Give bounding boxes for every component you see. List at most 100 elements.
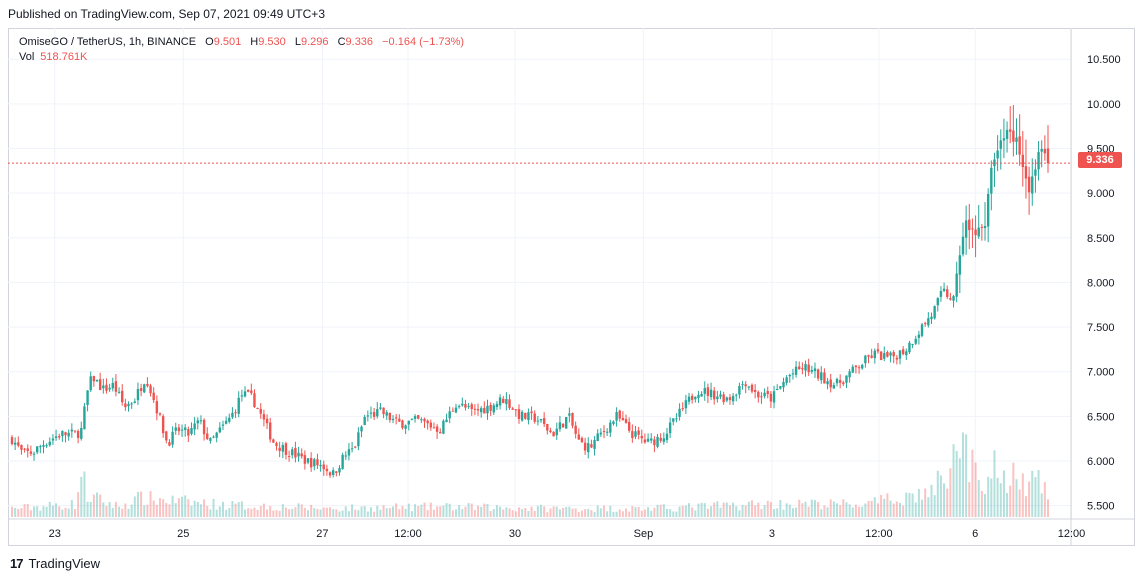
volume-bar: [710, 506, 713, 517]
time-axis[interactable]: 23 25 27 12:00 30 Sep 3 12:00 6 12:00: [49, 528, 1086, 540]
volume-bar: [517, 507, 520, 517]
volume-bar: [410, 511, 413, 517]
candle-body: [476, 409, 480, 411]
candle-body: [524, 412, 527, 419]
candle-body: [517, 409, 521, 419]
candle-body: [587, 443, 590, 453]
candle-body: [404, 425, 407, 429]
candle-body: [719, 394, 722, 397]
candle-body: [917, 334, 921, 338]
candle-body: [709, 389, 713, 398]
candle-body: [577, 434, 581, 440]
volume-bar: [275, 510, 278, 517]
volume-bar: [804, 501, 807, 517]
volume-bar: [590, 510, 593, 517]
volume-bar: [297, 503, 300, 517]
candle-body: [114, 381, 118, 392]
volume-bar: [659, 504, 662, 517]
volume-bar: [681, 505, 684, 517]
footer-brand[interactable]: 17 TradingView: [10, 556, 100, 571]
candle-body: [650, 438, 653, 441]
volume-bar: [839, 505, 842, 517]
volume-bar: [552, 506, 555, 517]
volume-bar: [700, 502, 703, 517]
volume-bar: [80, 476, 83, 517]
x-tick-label: 30: [509, 528, 521, 540]
volume-bar: [1043, 482, 1046, 517]
candle-body: [127, 403, 130, 407]
volume-bar: [89, 501, 92, 517]
candle-body: [508, 399, 511, 408]
candle-body: [168, 442, 171, 446]
volume-bar: [83, 471, 86, 517]
volume-bar: [961, 432, 964, 517]
candle-body: [193, 423, 196, 430]
candle-body: [467, 405, 470, 407]
candle-body: [580, 437, 584, 443]
candle-body: [278, 447, 281, 451]
volume-bar: [259, 506, 262, 517]
candle-body: [253, 393, 256, 407]
volume-bar: [905, 492, 908, 517]
volume-bar: [656, 504, 659, 517]
volume-bar: [735, 506, 738, 517]
candle-body: [435, 426, 439, 432]
candle-body: [788, 375, 791, 377]
candle-body: [612, 421, 615, 424]
volume-bar: [864, 503, 867, 517]
candle-body: [297, 452, 300, 457]
volume-bar: [965, 434, 968, 517]
candle-body: [889, 352, 892, 356]
candle-body: [536, 420, 540, 422]
volume-value: 518.761K: [40, 51, 88, 63]
volume-bar: [669, 509, 672, 517]
candle-body: [760, 396, 763, 398]
candle-body: [13, 442, 17, 445]
candle-body: [237, 397, 240, 414]
volume-bar: [766, 500, 769, 517]
candle-body: [785, 377, 788, 383]
candle-body: [483, 407, 486, 414]
price-axis[interactable]: 5.500 6.000 6.500 7.000 7.500 8.000 8.500 9.000…: [1087, 54, 1121, 512]
candle-body: [728, 397, 732, 401]
volume-bar: [936, 470, 939, 517]
price-chart[interactable]: 5.500 6.000 6.500 7.000 7.500 8.000 8.500 9.000…: [8, 28, 1135, 546]
volume-bar: [338, 511, 341, 517]
volume-bar: [373, 511, 376, 517]
volume-bar: [127, 508, 130, 517]
candle-body: [259, 408, 262, 414]
candle-body: [382, 407, 385, 415]
volume-bar: [477, 505, 480, 517]
volume-bar: [813, 500, 816, 517]
volume-bar: [514, 511, 517, 517]
volume-bar: [933, 495, 936, 517]
volume-bar: [432, 509, 435, 517]
volume-bar: [691, 507, 694, 517]
candle-body: [439, 431, 442, 434]
volume-bar: [776, 508, 779, 517]
candle-body: [876, 349, 880, 352]
candle-body: [67, 432, 70, 437]
volume-bar: [105, 505, 108, 517]
candle-body: [656, 436, 659, 447]
candle-body: [70, 429, 74, 432]
candle-body: [124, 403, 127, 408]
volume-bar: [908, 493, 911, 517]
volume-bar: [977, 480, 980, 517]
candle-body: [1046, 148, 1050, 164]
candle-body: [1024, 166, 1028, 179]
candle-body: [165, 431, 168, 441]
candle-body: [10, 437, 14, 445]
volume-bar: [278, 510, 281, 517]
volume-bar: [335, 509, 338, 517]
volume-bar: [810, 499, 813, 517]
volume-bar: [842, 499, 845, 517]
volume-bar: [165, 503, 168, 517]
candle-body: [879, 351, 883, 361]
candle-body: [590, 444, 593, 448]
candle-body: [568, 413, 571, 416]
candle-body: [246, 389, 250, 392]
candle-body: [426, 420, 429, 424]
candle-body: [920, 324, 924, 336]
candle-body: [873, 350, 877, 359]
